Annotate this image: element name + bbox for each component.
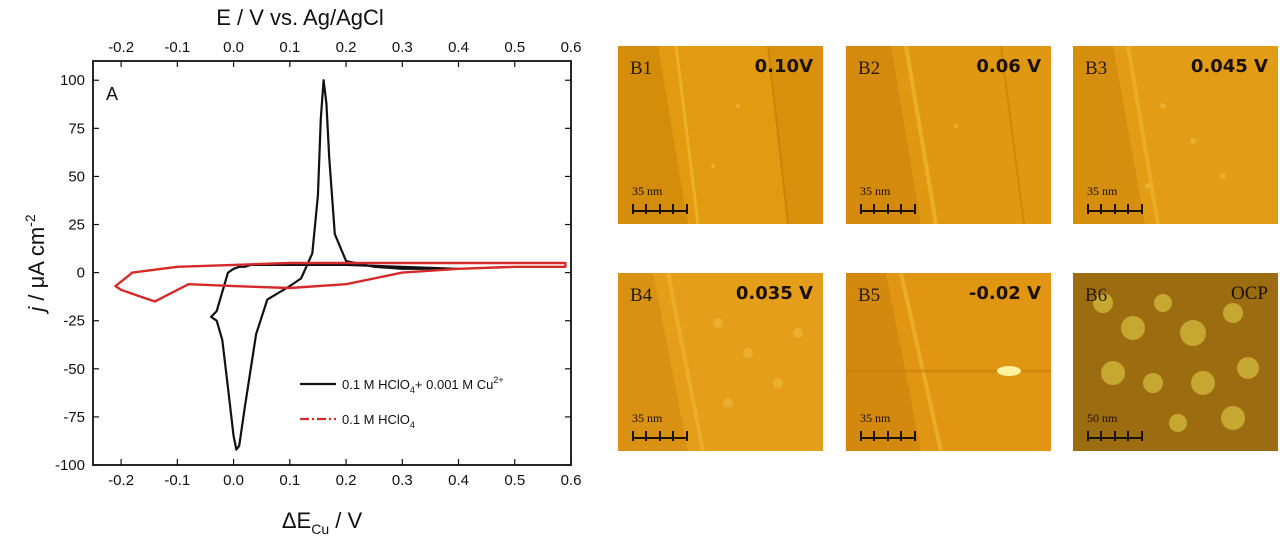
scale-bar-b2: 35 nm (860, 184, 916, 214)
scale-bar-b4: 35 nm (632, 411, 688, 441)
x-tick-label: 0.0 (223, 472, 244, 489)
scale-text-b6: 50 nm (1087, 411, 1118, 425)
top-tick-label: -0.1 (164, 39, 190, 56)
x-tick-label: 0.4 (448, 472, 469, 489)
top-tick-label: 0.1 (279, 39, 300, 56)
afm-panel-b2: B2 0.06 V 35 nm (846, 46, 1051, 224)
y-tick-label: 50 (68, 168, 85, 185)
potential-label-b1: 0.10V (754, 56, 813, 77)
y-axis-title-sup: -2 (22, 214, 38, 227)
potential-label-b6: OCP (1231, 283, 1268, 304)
legend-label-cu: 0.1 M HClO4+ 0.001 M Cu2+ (342, 375, 504, 395)
top-tick-label: 0.3 (392, 39, 413, 56)
scale-text-b5: 35 nm (860, 411, 891, 425)
x-tick-label: 0.3 (392, 472, 413, 489)
x-tick-label: 0.1 (279, 472, 300, 489)
top-tick-label: -0.2 (108, 39, 134, 56)
legend-blank-sub: 4 (410, 420, 415, 430)
cv-chart: -0.2 -0.1 0.0 0.1 0.2 0.3 0.4 0.5 0.6 -0.2 -0.1 0.… (22, 5, 581, 537)
legend-cu-sup: 2+ (493, 375, 503, 385)
afm-image-b5 (846, 273, 1051, 451)
series-line-blank (114, 261, 567, 303)
x-tick-label: -0.1 (164, 472, 190, 489)
x-tick-label: -0.2 (108, 472, 134, 489)
legend-blank-a: 0.1 M HClO (342, 412, 410, 427)
panel-id-b6: B6 (1085, 285, 1108, 306)
legend-cu-a: 0.1 M HClO (342, 377, 410, 392)
y-tick-labels: 100 75 50 25 0 -25 -50 -75 -100 (55, 72, 85, 474)
scale-bar-b6: 50 nm (1087, 411, 1143, 441)
afm-image-b6 (1073, 273, 1278, 451)
panel-id-b4: B4 (630, 285, 653, 306)
series-line-cu (210, 79, 460, 451)
legend-cu-b: + 0.001 M Cu (415, 377, 493, 392)
y-axis-title-italic: j (24, 306, 49, 315)
afm-panel-b6: B6 OCP 50 nm (1073, 273, 1278, 451)
scale-text-b1: 35 nm (632, 184, 663, 198)
scale-text-b4: 35 nm (632, 411, 663, 425)
scale-bar-b3: 35 nm (1087, 184, 1143, 214)
potential-label-b3: 0.045 V (1190, 56, 1268, 77)
y-tick-label: 75 (68, 120, 85, 137)
afm-panel-b5: B5 -0.02 V 35 nm (846, 273, 1051, 451)
legend-cu-sub: 4 (410, 385, 415, 395)
x-tick-label: 0.6 (561, 472, 582, 489)
y-tick-label: 25 (68, 217, 85, 234)
scale-text-b3: 35 nm (1087, 184, 1118, 198)
potential-label-b2: 0.06 V (976, 56, 1041, 77)
panel-id-b1: B1 (630, 58, 653, 79)
top-tick-label: 0.4 (448, 39, 469, 56)
series-group (114, 79, 567, 451)
scale-bar-b1: 35 nm (632, 184, 688, 214)
panel-id-b2: B2 (858, 58, 881, 79)
x-tick-label: 0.5 (504, 472, 525, 489)
y-tick-label: 100 (60, 72, 85, 89)
panel-label-a: A (106, 84, 118, 104)
potential-label-b5: -0.02 V (968, 283, 1041, 304)
y-tick-label: 0 (77, 265, 85, 282)
axis-ticks (93, 61, 572, 466)
legend: 0.1 M HClO4+ 0.001 M Cu2+ 0.1 M HClO4 (300, 375, 504, 430)
x-axis-title-main: ΔE (282, 508, 311, 533)
panel-id-b3: B3 (1085, 58, 1108, 79)
y-axis-title: j / μA cm-2 (22, 214, 49, 314)
afm-image-b1 (618, 46, 823, 224)
top-axis-title: E / V vs. Ag/AgCl (216, 5, 384, 30)
legend-label-blank: 0.1 M HClO4 (342, 412, 415, 430)
y-tick-label: -75 (63, 409, 85, 426)
x-tick-label: 0.2 (336, 472, 357, 489)
afm-panel-b3: B3 0.045 V 35 nm (1073, 46, 1278, 224)
top-tick-label: 0.0 (223, 39, 244, 56)
x-tick-labels: -0.2 -0.1 0.0 0.1 0.2 0.3 0.4 0.5 0.6 (108, 472, 581, 489)
top-tick-label: 0.2 (336, 39, 357, 56)
x-axis-title-unit: / V (329, 508, 362, 533)
potential-label-b4: 0.035 V (735, 283, 813, 304)
y-tick-label: -50 (63, 361, 85, 378)
x-axis-title: ΔECu / V (282, 508, 363, 537)
top-tick-labels: -0.2 -0.1 0.0 0.1 0.2 0.3 0.4 0.5 0.6 (108, 39, 581, 56)
afm-image-b4 (618, 273, 823, 451)
afm-panel-b1: B1 0.10V 35 nm (618, 46, 823, 224)
afm-image-b3 (1073, 46, 1278, 224)
y-tick-label: -100 (55, 457, 85, 474)
afm-image-b2 (846, 46, 1051, 224)
top-tick-label: 0.6 (561, 39, 582, 56)
scale-text-b2: 35 nm (860, 184, 891, 198)
top-tick-label: 0.5 (504, 39, 525, 56)
y-tick-label: -25 (63, 313, 85, 330)
x-axis-title-sub: Cu (311, 521, 329, 537)
afm-panel-b4: B4 0.035 V 35 nm (618, 273, 823, 451)
scale-bar-b5: 35 nm (860, 411, 916, 441)
panel-id-b5: B5 (858, 285, 881, 306)
y-axis-title-mid: / μA cm (24, 227, 49, 307)
